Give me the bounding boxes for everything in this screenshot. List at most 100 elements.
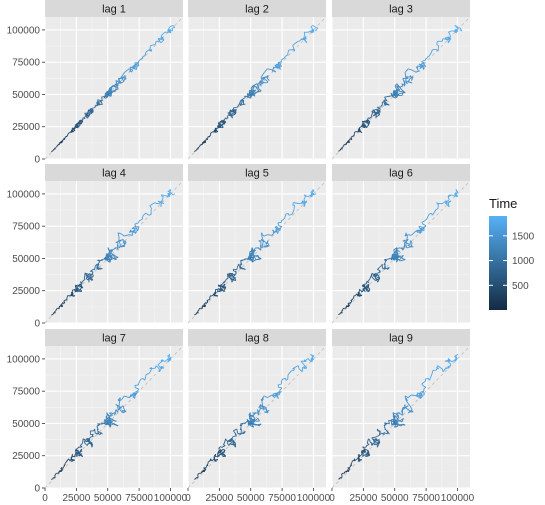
series-segment <box>261 401 264 407</box>
series-segment <box>249 421 252 423</box>
series-segment <box>384 99 387 106</box>
series-segment <box>264 234 268 237</box>
series-segment <box>455 189 458 192</box>
series-segment <box>451 359 456 363</box>
series-segment <box>221 285 224 289</box>
series-segment <box>373 111 377 113</box>
series-segment <box>346 470 348 473</box>
series-segment <box>351 135 354 138</box>
series-segment <box>89 273 92 277</box>
series-segment <box>117 83 119 85</box>
series-segment <box>230 109 232 112</box>
series-segment <box>114 409 117 416</box>
series-segment <box>421 380 426 385</box>
series-segment <box>169 191 174 196</box>
series-segment <box>233 268 237 271</box>
series-segment <box>399 259 406 262</box>
series-segment <box>416 393 419 396</box>
y-tick-label: 100000 <box>7 189 41 200</box>
series-segment <box>401 90 404 96</box>
series-segment <box>307 358 312 363</box>
series-segment <box>353 134 355 137</box>
series-segment <box>366 280 369 283</box>
facet-strip <box>188 329 326 346</box>
series-segment <box>69 131 72 133</box>
series-segment <box>264 411 269 414</box>
series-segment <box>444 36 450 39</box>
series-segment <box>448 194 453 198</box>
series-segment <box>54 474 56 476</box>
panel-background <box>188 181 326 323</box>
series-segment <box>431 214 434 216</box>
series-segment <box>376 442 379 445</box>
series-segment <box>405 241 408 245</box>
series-segment <box>84 272 90 275</box>
series-segment <box>118 401 121 407</box>
series-segment <box>400 424 406 426</box>
series-segment <box>249 94 252 97</box>
series-segment <box>208 298 211 301</box>
legend-tick-label: 1500 <box>512 231 535 242</box>
facet-strip-label: lag 8 <box>245 333 269 345</box>
series-segment <box>65 461 68 463</box>
series-segment <box>257 90 260 93</box>
series-segment <box>61 469 63 472</box>
series-segment <box>75 284 78 287</box>
x-tick-label: 50000 <box>237 493 265 504</box>
series-segment <box>418 395 421 398</box>
series-segment <box>454 193 457 196</box>
series-segment <box>265 76 270 81</box>
series-segment <box>442 200 447 204</box>
series-segment <box>218 446 221 450</box>
series-segment <box>396 247 399 251</box>
series-segment <box>397 414 400 418</box>
series-segment <box>217 290 219 293</box>
lag-series-7 <box>51 354 172 480</box>
series-segment <box>257 418 260 422</box>
series-segment <box>85 277 88 280</box>
lag-series-5 <box>194 189 317 316</box>
series-segment <box>396 249 400 252</box>
series-segment <box>136 390 139 393</box>
series-segment <box>266 245 269 248</box>
series-segment <box>222 442 225 445</box>
series-segment <box>225 277 229 280</box>
series-segment <box>234 442 237 448</box>
series-segment <box>349 466 351 468</box>
series-segment <box>358 289 361 292</box>
series-segment <box>293 202 299 204</box>
series-segment <box>418 391 422 396</box>
series-segment <box>72 459 76 461</box>
lag-series-6 <box>338 189 459 316</box>
series-segment <box>432 209 437 215</box>
facet-strip <box>45 164 183 181</box>
series-segment <box>447 200 452 204</box>
series-segment <box>377 107 381 110</box>
series-segment <box>277 231 279 234</box>
series-segment <box>203 468 206 470</box>
series-segment <box>350 138 352 140</box>
series-segment <box>378 108 381 113</box>
series-segment <box>202 470 204 473</box>
series-segment <box>210 132 212 134</box>
series-segment <box>61 468 63 471</box>
x-tick-label: 75000 <box>125 493 153 504</box>
series-segment <box>167 26 171 31</box>
series-segment <box>395 419 397 425</box>
series-segment <box>378 277 381 280</box>
series-segment <box>279 226 282 231</box>
series-segment <box>310 25 313 28</box>
series-segment <box>303 199 306 204</box>
x-tick-label: 100000 <box>297 493 331 504</box>
series-segment <box>357 454 360 457</box>
series-segment <box>120 72 125 78</box>
series-segment <box>274 63 278 67</box>
series-segment <box>267 394 273 398</box>
series-segment <box>293 40 299 45</box>
series-segment <box>315 27 319 32</box>
series-segment <box>75 125 78 128</box>
x-tick-label: 25000 <box>349 493 377 504</box>
series-segment <box>351 460 354 462</box>
series-segment <box>204 467 207 469</box>
series-segment <box>145 49 150 53</box>
